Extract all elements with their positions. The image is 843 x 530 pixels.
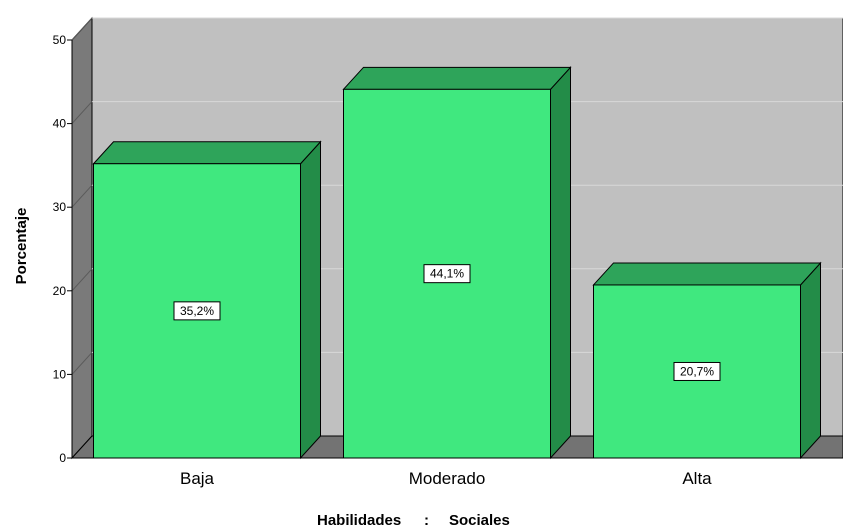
data-label-box bbox=[423, 264, 471, 284]
bar-side bbox=[300, 140, 321, 460]
bar-side bbox=[550, 66, 571, 460]
y-tick-label: 30 bbox=[53, 200, 67, 214]
gridline-left bbox=[71, 101, 93, 124]
data-label-box bbox=[173, 301, 221, 321]
bar-moderado: 44,1% bbox=[342, 66, 572, 460]
x-axis-title-occluder bbox=[414, 508, 444, 530]
x-axis-title: Habilidades Sociales bbox=[317, 512, 510, 529]
y-tick-label: 20 bbox=[53, 284, 67, 298]
y-axis-ticks: 0 10 20 30 40 50 bbox=[53, 33, 73, 465]
data-label: 20,7% bbox=[680, 364, 714, 378]
gridline-left bbox=[71, 184, 93, 208]
bar-top bbox=[92, 141, 322, 165]
y-tick-label: 40 bbox=[53, 117, 67, 131]
data-label-box bbox=[673, 361, 721, 381]
data-label: 44,1% bbox=[430, 267, 464, 281]
plot-left-wall bbox=[71, 16, 93, 460]
x-axis-title-part-2: Sociales bbox=[449, 512, 510, 529]
y-tick-label: 10 bbox=[53, 367, 67, 381]
bar-top bbox=[342, 66, 572, 90]
x-tick-label: Alta bbox=[682, 469, 712, 488]
x-tick-label: Moderado bbox=[409, 469, 486, 488]
gridline-left bbox=[71, 268, 93, 292]
y-tick-label: 0 bbox=[59, 451, 66, 465]
x-tick-label: Baja bbox=[180, 469, 215, 488]
bars: 35,2% 44,1% 20,7% bbox=[92, 66, 822, 460]
bar-baja: 35,2% bbox=[92, 140, 322, 460]
bar-alta: 20,7% bbox=[592, 261, 822, 460]
x-axis-title-part-1: Habilidades bbox=[317, 512, 401, 529]
x-axis-tick-labels: Baja Moderado Alta bbox=[180, 469, 712, 488]
y-tick-label: 50 bbox=[53, 33, 67, 47]
gridline-left bbox=[71, 352, 93, 375]
gridline-left bbox=[71, 17, 93, 41]
y-axis-title: Porcentaje bbox=[13, 208, 30, 285]
data-label: 35,2% bbox=[180, 304, 214, 318]
x-axis-title-fragment: : bbox=[424, 512, 429, 529]
bar-top bbox=[592, 262, 822, 286]
bar-side bbox=[800, 261, 821, 460]
